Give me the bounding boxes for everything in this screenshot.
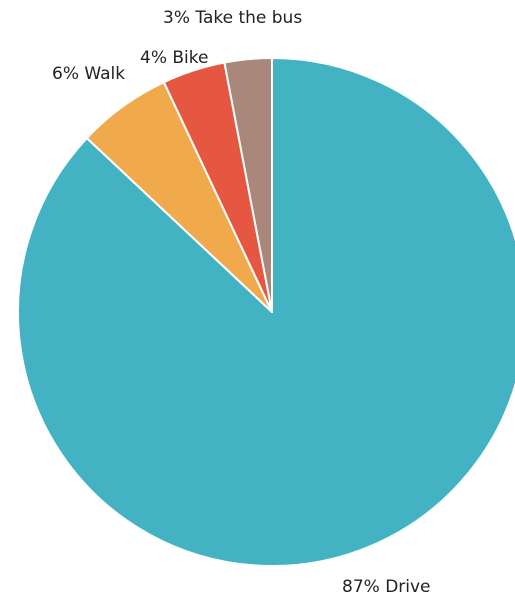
slice-label-drive: 87% Drive [342, 577, 431, 597]
slice-label-bus: 3% Take the bus [163, 8, 302, 28]
pie-slice-take-the-bus [223, 57, 273, 313]
pie-slices [17, 57, 515, 567]
slice-label-walk: 6% Walk [52, 64, 125, 84]
pie-labels: 87% Drive 6% Walk 4% Bike 3% Take the bu… [52, 8, 431, 597]
slice-label-bike: 4% Bike [140, 48, 208, 68]
pie-slice-drive [17, 57, 515, 567]
